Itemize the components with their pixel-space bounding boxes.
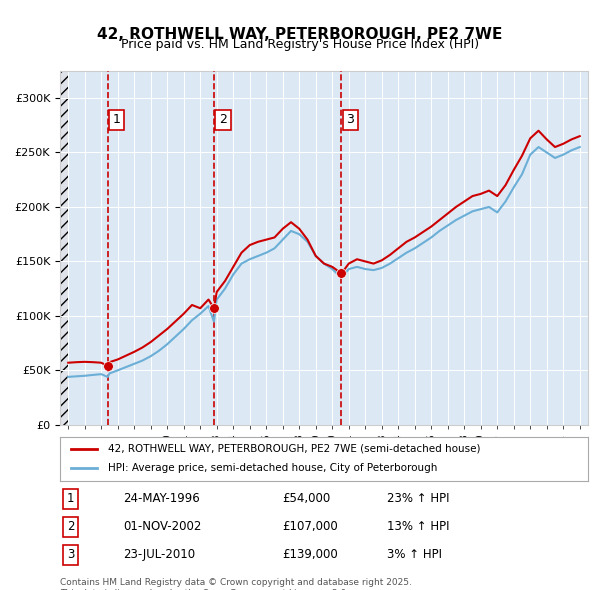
Text: £54,000: £54,000 — [282, 492, 330, 505]
Text: 23-JUL-2010: 23-JUL-2010 — [124, 548, 196, 561]
Text: 1: 1 — [67, 492, 74, 505]
Text: 01-NOV-2002: 01-NOV-2002 — [124, 520, 202, 533]
Bar — [60, 71, 68, 425]
Text: 24-MAY-1996: 24-MAY-1996 — [124, 492, 200, 505]
Text: HPI: Average price, semi-detached house, City of Peterborough: HPI: Average price, semi-detached house,… — [107, 464, 437, 473]
Text: 23% ↑ HPI: 23% ↑ HPI — [388, 492, 450, 505]
Text: £139,000: £139,000 — [282, 548, 338, 561]
Text: 3: 3 — [346, 113, 355, 126]
Text: Contains HM Land Registry data © Crown copyright and database right 2025.
This d: Contains HM Land Registry data © Crown c… — [60, 578, 412, 590]
Text: 2: 2 — [219, 113, 227, 126]
Text: 3: 3 — [67, 548, 74, 561]
Text: 42, ROTHWELL WAY, PETERBOROUGH, PE2 7WE: 42, ROTHWELL WAY, PETERBOROUGH, PE2 7WE — [97, 27, 503, 41]
Text: 42, ROTHWELL WAY, PETERBOROUGH, PE2 7WE (semi-detached house): 42, ROTHWELL WAY, PETERBOROUGH, PE2 7WE … — [107, 444, 480, 454]
Text: 1: 1 — [113, 113, 121, 126]
Text: Price paid vs. HM Land Registry's House Price Index (HPI): Price paid vs. HM Land Registry's House … — [121, 38, 479, 51]
Text: £107,000: £107,000 — [282, 520, 338, 533]
Text: 13% ↑ HPI: 13% ↑ HPI — [388, 520, 450, 533]
Bar — [60, 71, 68, 425]
Text: 3% ↑ HPI: 3% ↑ HPI — [388, 548, 442, 561]
Text: 2: 2 — [67, 520, 74, 533]
